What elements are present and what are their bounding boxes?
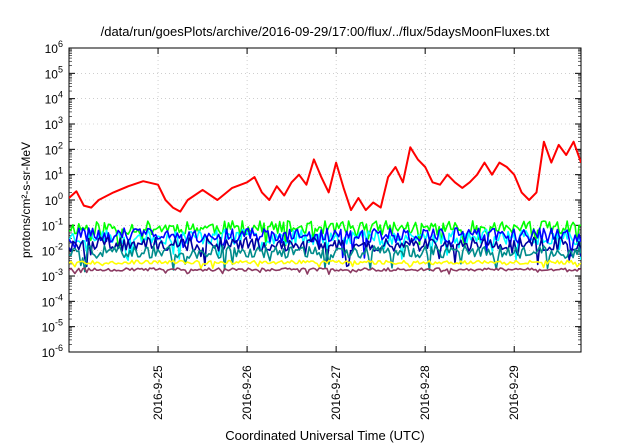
x-tick-label: 2016-9-28	[418, 365, 432, 420]
series-line	[69, 227, 581, 259]
chart-title: /data/run/goesPlots/archive/2016-09-29/1…	[101, 24, 550, 39]
x-tick-label: 2016-9-29	[507, 365, 521, 420]
y-tick-label: 10-3	[42, 267, 63, 284]
y-tick-label: 100	[45, 191, 63, 208]
y-tick-label: 10-4	[42, 292, 63, 309]
series-line	[69, 236, 581, 268]
y-tick-label: 104	[45, 90, 63, 107]
y-axis-label: protons/cm²-s-sr-MeV	[19, 142, 33, 258]
series-line	[69, 267, 581, 275]
y-tick-label: 10-5	[42, 318, 63, 335]
series-line	[69, 259, 581, 270]
series-line	[69, 140, 581, 213]
x-tick-label: 2016-9-25	[151, 365, 165, 420]
y-tick-label: 10-6	[42, 343, 63, 360]
series-group	[69, 140, 581, 275]
x-tick-label: 2016-9-27	[329, 365, 343, 420]
y-tick-label: 106	[45, 39, 63, 56]
y-tick-label: 101	[45, 166, 63, 183]
y-tick-label: 10-1	[42, 216, 63, 233]
x-axis-label: Coordinated Universal Time (UTC)	[225, 428, 424, 443]
y-tick-label: 103	[45, 115, 63, 132]
series-line	[69, 220, 581, 248]
y-tick-label: 102	[45, 140, 63, 157]
y-tick-label: 10-2	[42, 242, 63, 259]
y-tick-label: 105	[45, 64, 63, 81]
x-tick-label: 2016-9-26	[240, 365, 254, 420]
